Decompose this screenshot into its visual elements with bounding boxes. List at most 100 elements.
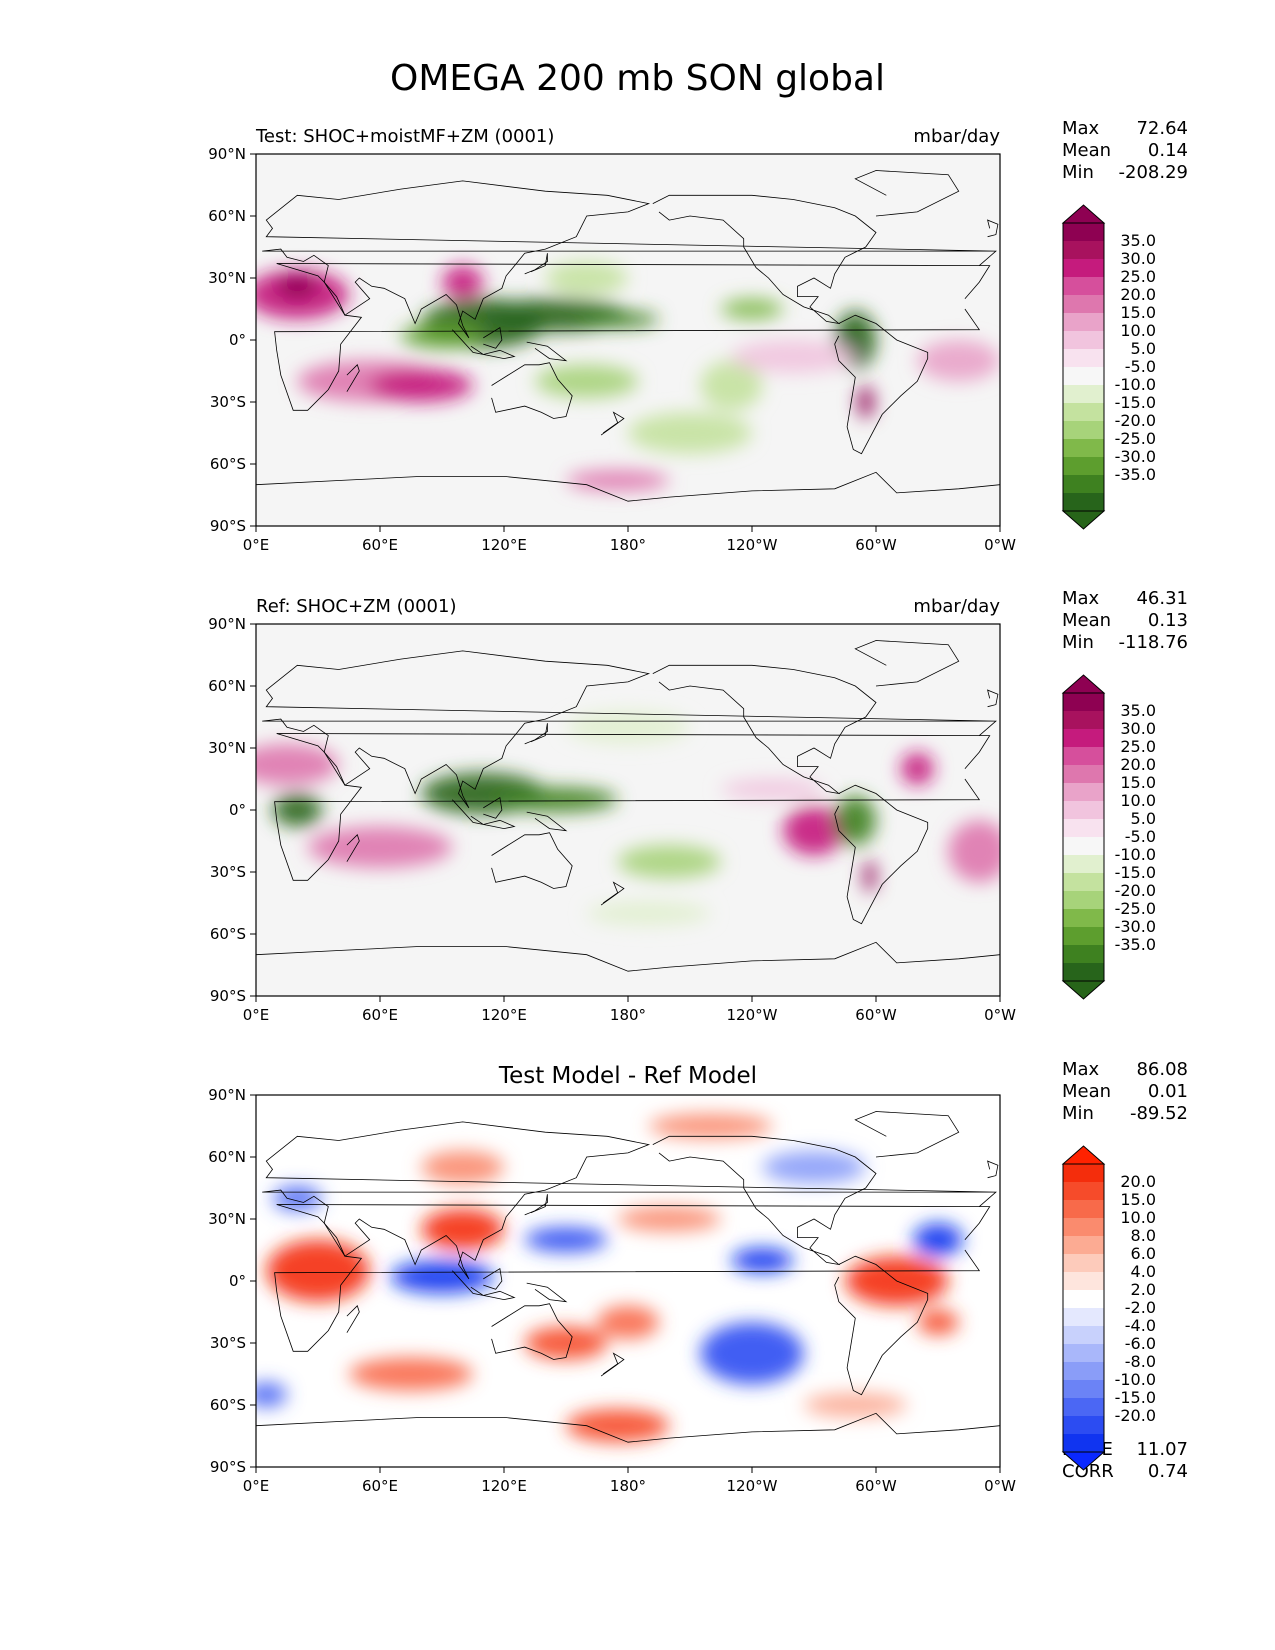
field-blob-13 bbox=[566, 710, 690, 744]
colorbar-swatch bbox=[1063, 1344, 1104, 1363]
coastline-13 bbox=[600, 881, 625, 906]
colorbar-tick-label: -15.0 bbox=[1115, 393, 1156, 412]
colorbar-ref: 35.030.025.020.015.010.05.0-5.0-10.0-15.… bbox=[1061, 674, 1156, 1000]
colorbar-tick-label: -30.0 bbox=[1115, 917, 1156, 936]
panel-title-center: Test Model - Ref Model bbox=[498, 1063, 757, 1089]
coastlines bbox=[256, 170, 1000, 502]
stat-value-min: -118.76 bbox=[1119, 632, 1188, 653]
colorbar-tick-label: 10.0 bbox=[1120, 1208, 1156, 1227]
colorbar-swatch bbox=[1063, 747, 1104, 766]
lon-label: 0°E bbox=[243, 536, 270, 554]
lon-label: 180° bbox=[610, 536, 646, 554]
colorbar-tick-label: 10.0 bbox=[1120, 791, 1156, 810]
colorbar-swatch bbox=[1063, 475, 1104, 494]
coastlines bbox=[256, 1111, 1000, 1443]
lat-label: 30°N bbox=[208, 739, 246, 757]
field-blob-12 bbox=[586, 900, 711, 926]
lon-label: 60°W bbox=[855, 536, 897, 554]
colorbar-swatch bbox=[1063, 1236, 1104, 1255]
colorbar-swatch bbox=[1063, 765, 1104, 784]
coastline-2 bbox=[491, 1303, 573, 1360]
colorbar-tick-label: -20.0 bbox=[1115, 1406, 1156, 1425]
panel-units: mbar/day bbox=[913, 596, 1000, 617]
field-blob-19 bbox=[803, 1392, 907, 1418]
coastline-9 bbox=[526, 341, 568, 362]
coastline-3 bbox=[652, 194, 877, 325]
colorbar-tick-label: -10.0 bbox=[1115, 375, 1156, 394]
coastline-4 bbox=[834, 314, 929, 455]
stat-label-mean: Mean bbox=[1062, 610, 1111, 631]
coastline-5 bbox=[854, 640, 960, 687]
colorbar-swatch bbox=[1063, 385, 1104, 404]
colorbar-swatch bbox=[1063, 1362, 1104, 1381]
map-background bbox=[256, 624, 1000, 996]
coastline-1 bbox=[262, 1121, 997, 1280]
colorbar-swatch bbox=[1063, 223, 1104, 242]
field-blob-10 bbox=[628, 412, 752, 454]
colorbar-tick-label: 8.0 bbox=[1131, 1226, 1156, 1245]
colorbar-cap-top bbox=[1061, 674, 1106, 694]
coastline-13 bbox=[600, 1352, 625, 1377]
stat-value-rmse: 11.07 bbox=[1136, 1439, 1188, 1460]
colorbar-tick-label: -35.0 bbox=[1115, 935, 1156, 954]
coastline-10 bbox=[524, 1194, 548, 1216]
field-blob-3 bbox=[369, 368, 474, 402]
colorbar-tick-label: -2.0 bbox=[1125, 1298, 1156, 1317]
colorbar-diff: 20.015.010.08.06.04.02.0-2.0-4.0-6.0-8.0… bbox=[1061, 1145, 1156, 1471]
colorbar-test: 35.030.025.020.015.010.05.0-5.0-10.0-15.… bbox=[1061, 204, 1156, 530]
coastline-7 bbox=[452, 799, 516, 830]
lat-label: 30°N bbox=[208, 269, 246, 287]
coastline-12 bbox=[346, 834, 360, 862]
stat-label-mean: Mean bbox=[1062, 1081, 1111, 1102]
lon-label: 120°E bbox=[481, 536, 527, 554]
colorbar-tick-label: -15.0 bbox=[1115, 863, 1156, 882]
panel-title-left: Test: SHOC+moistMF+ZM (0001) bbox=[255, 126, 554, 147]
colorbar-tick-label: 25.0 bbox=[1120, 267, 1156, 286]
lon-label: 60°E bbox=[362, 1006, 398, 1024]
lon-label: 0°E bbox=[243, 1006, 270, 1024]
colorbar-tick-label: 25.0 bbox=[1120, 737, 1156, 756]
lon-label: 0°W bbox=[984, 1006, 1016, 1024]
lon-label: 180° bbox=[610, 1006, 646, 1024]
colorbar-tick-label: 2.0 bbox=[1131, 1280, 1156, 1299]
colorbar-tick-label: 35.0 bbox=[1120, 701, 1156, 720]
lat-label: 30°S bbox=[210, 393, 246, 411]
lon-label: 0°E bbox=[243, 1477, 270, 1495]
colorbar-cap-top bbox=[1061, 204, 1106, 224]
coastline-7 bbox=[452, 329, 516, 360]
colorbar-swatch bbox=[1063, 421, 1104, 440]
colorbar-frame bbox=[1062, 222, 1105, 512]
lat-label: 60°N bbox=[208, 1148, 246, 1166]
coastline-9 bbox=[526, 811, 568, 832]
stat-label-max: Max bbox=[1062, 588, 1100, 609]
field-blob-12 bbox=[535, 364, 639, 398]
lon-label: 60°W bbox=[855, 1006, 897, 1024]
colorbar-tick-label: -8.0 bbox=[1125, 1352, 1156, 1371]
colorbar-swatch bbox=[1063, 1326, 1104, 1345]
lon-label: 180° bbox=[610, 1477, 646, 1495]
colorbar-cap-bottom bbox=[1061, 510, 1106, 530]
field-blobs bbox=[256, 710, 1000, 926]
field-blob-1 bbox=[272, 793, 323, 827]
colorbar-swatch bbox=[1063, 331, 1104, 350]
coastline-5 bbox=[854, 1111, 960, 1158]
field-blob-13 bbox=[917, 340, 1000, 382]
coastline-11 bbox=[987, 689, 999, 708]
lat-label: 30°S bbox=[210, 863, 246, 881]
coastline-6 bbox=[256, 471, 1000, 502]
lat-label: 60°N bbox=[208, 677, 246, 695]
coastline-4 bbox=[834, 784, 929, 925]
field-blob-18 bbox=[272, 1185, 323, 1211]
field-blob-11 bbox=[617, 845, 721, 879]
map-background bbox=[256, 154, 1000, 526]
field-blob-7 bbox=[400, 323, 484, 349]
colorbar-swatch bbox=[1063, 729, 1104, 748]
lon-label: 120°W bbox=[727, 1477, 778, 1495]
lat-label: 90°S bbox=[210, 517, 246, 535]
lat-label: 90°N bbox=[208, 615, 246, 633]
field-blob-4 bbox=[566, 1409, 670, 1443]
field-blob-1 bbox=[276, 273, 319, 299]
field-blob-6 bbox=[576, 311, 660, 328]
field-blob-9 bbox=[857, 385, 874, 419]
